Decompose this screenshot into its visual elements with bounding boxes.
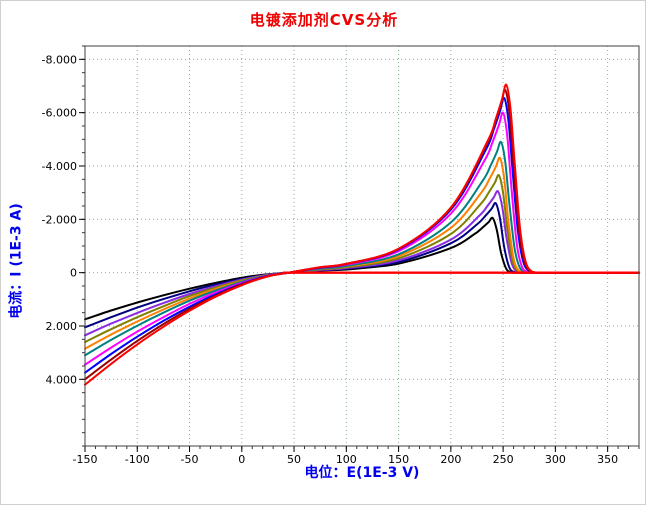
y-tick-label: -4.000 <box>42 160 77 173</box>
x-tick-label: 250 <box>493 453 514 466</box>
y-tick-label: 4.000 <box>46 373 78 386</box>
x-tick-label: 100 <box>336 453 357 466</box>
chart-title: 电镀添加剂CVS分析 <box>249 11 399 29</box>
plot-border <box>84 45 640 447</box>
x-axis-label: 电位：E(1E-3 V) <box>304 465 420 481</box>
x-tick-label: 50 <box>287 453 301 466</box>
x-tick-label: -150 <box>73 453 98 466</box>
x-tick-label: 150 <box>388 453 409 466</box>
x-tick-label: 300 <box>545 453 566 466</box>
x-tick-label: 350 <box>597 453 618 466</box>
curve-scan-10-red <box>84 83 640 386</box>
plot-background <box>85 46 639 446</box>
y-tick-label: -8.000 <box>42 53 77 66</box>
y-tick-label: -2.000 <box>42 213 77 226</box>
y-tick-label: 0 <box>70 267 77 280</box>
x-tick-label: 0 <box>238 453 245 466</box>
x-tick-label: -50 <box>181 453 199 466</box>
x-tick-label: 200 <box>440 453 461 466</box>
x-tick-label: -100 <box>125 453 150 466</box>
y-tick-label: -6.000 <box>42 107 77 120</box>
y-tick-label: 2.000 <box>46 320 78 333</box>
